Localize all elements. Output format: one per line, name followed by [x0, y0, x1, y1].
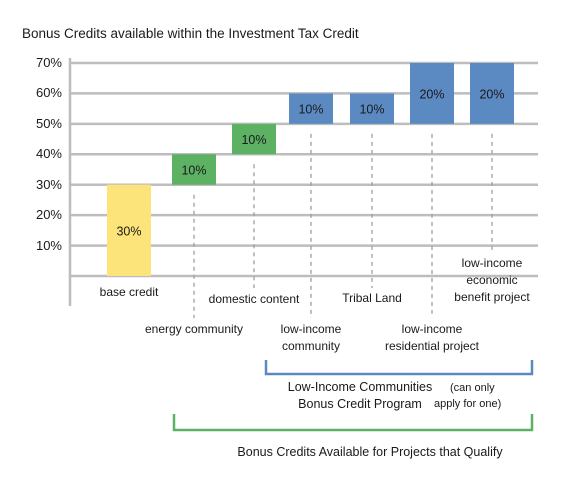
label-low-income-economic-3: benefit project [454, 290, 530, 304]
y-tick-20: 20% [35, 207, 62, 223]
bar-1 [107, 184, 151, 276]
label-low-income-community-2: community [281, 339, 341, 353]
bar-5 [350, 93, 394, 124]
bar-label-2: 10% [181, 164, 206, 178]
label-domestic-content: domestic content [208, 292, 300, 306]
low-income-program-note2: apply for one) [434, 398, 502, 410]
bar-label-1: 30% [116, 224, 141, 238]
qualify-bracket-label: Bonus Credits Available for Projects tha… [237, 445, 503, 459]
y-tick-60: 60% [35, 85, 62, 101]
bar-label-4: 10% [298, 103, 323, 117]
y-tick-70: 70% [35, 55, 62, 70]
bar-label-7: 20% [479, 87, 504, 101]
bar-label-3: 10% [241, 133, 266, 147]
bar-label-5: 10% [359, 103, 384, 117]
bar-2 [172, 154, 216, 185]
bar-7 [470, 63, 514, 124]
label-base-credit: base credit [99, 285, 159, 299]
label-low-income-economic-2: economic [466, 273, 518, 287]
low-income-program-note1: (can only [450, 382, 495, 394]
low-income-program-line2: Bonus Credit Program [298, 397, 422, 411]
label-low-income-residential-2: residential project [384, 339, 480, 353]
label-low-income-economic-1: low-income [461, 256, 523, 270]
low-income-program-line1: Low-Income Communities [287, 380, 433, 394]
qualify-bracket [172, 414, 534, 432]
label-tribal-land: Tribal Land [342, 291, 402, 305]
bar-6 [410, 63, 454, 124]
y-tick-10: 10% [35, 237, 62, 253]
bar-label-6: 20% [419, 87, 444, 101]
bar-3 [232, 123, 276, 155]
bar-4 [289, 93, 333, 124]
y-tick-50: 50% [35, 115, 62, 131]
chart-title: Bonus Credits available within the Inves… [22, 26, 359, 41]
low-income-program-bracket [264, 360, 534, 376]
y-tick-30: 30% [35, 176, 62, 192]
label-low-income-community-1: low-income [280, 322, 342, 336]
label-low-income-residential-1: low-income [401, 322, 463, 336]
label-energy-community: energy community [144, 322, 244, 336]
y-tick-40: 40% [35, 146, 62, 162]
